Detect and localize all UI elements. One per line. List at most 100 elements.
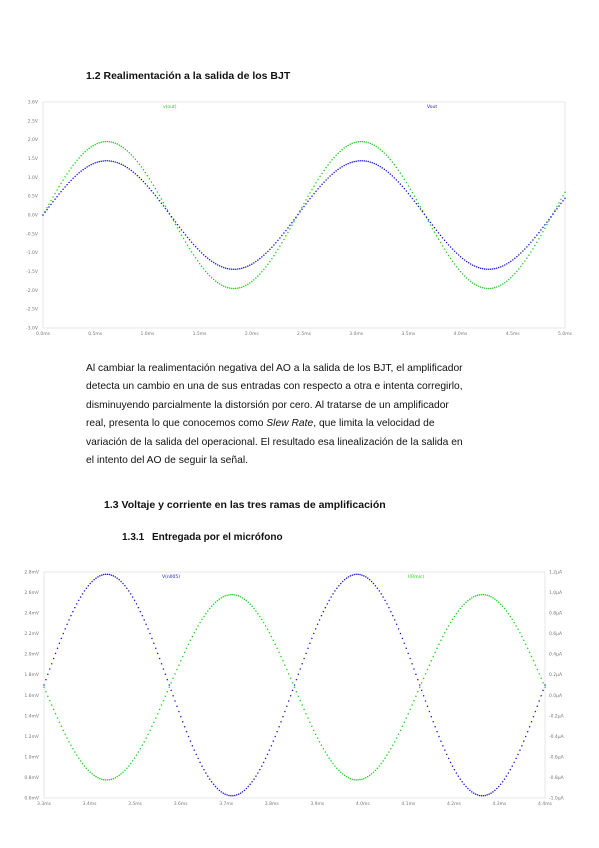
data-point [193,632,196,634]
data-point [272,639,275,642]
data-point [208,607,211,610]
data-point [94,143,96,146]
data-point [373,144,376,147]
data-point [218,283,221,285]
data-point [434,726,436,728]
data-point [149,632,151,635]
data-point [336,767,338,769]
data-point [268,749,271,751]
data-point [289,677,292,680]
data-point [482,794,485,797]
data-point [500,284,502,286]
data-point [392,744,394,747]
data-point [514,257,516,260]
data-point [212,783,215,786]
data-point [556,205,558,208]
data-point [68,181,70,184]
data-point [293,686,296,689]
data-point [478,594,481,596]
section-1-3-heading: 1.3 Voltaje y corriente en las tres rama… [104,499,386,511]
data-point [341,773,344,775]
data-point [106,140,108,143]
data-point [68,619,70,621]
data-point [201,618,203,621]
data-point [299,211,301,213]
data-point [149,729,151,732]
data-point [166,678,169,681]
data-point [411,191,414,194]
data-point [317,178,319,181]
data-point [277,239,279,242]
data-point [409,188,412,190]
data-point [118,774,120,777]
data-point [449,246,452,248]
data-point [427,218,430,221]
y-tick-label: 2.5V [28,118,39,124]
data-point [461,257,464,260]
data-point [139,747,142,750]
data-point [93,774,95,777]
data-point [449,761,452,764]
data-point [355,573,357,576]
data-point [486,594,488,597]
data-point [224,595,226,597]
data-point [201,765,203,767]
data-point [384,599,386,602]
data-point [122,146,125,149]
y2-tick-label: 1.2µA [549,570,563,576]
data-point [64,733,66,735]
data-point [257,612,259,615]
data-point [489,287,492,290]
data-point [546,223,548,226]
data-point [463,275,466,277]
data-point [523,639,525,642]
data-point [88,164,90,167]
data-point [472,792,475,794]
data-point [270,635,273,638]
data-point [79,596,82,598]
data-point [81,593,84,595]
data-point [519,632,521,634]
data-point [96,142,98,145]
data-point [479,286,482,288]
data-point [43,686,45,689]
data-point [249,603,251,605]
data-point [202,253,205,256]
data-point [210,276,213,279]
data-point [261,271,263,273]
data-point [255,260,257,263]
data-point [297,695,300,697]
data-point [353,778,355,781]
data-point [193,749,196,751]
data-point [339,167,341,169]
data-point [437,232,440,234]
data-point [369,161,371,163]
data-point [495,267,498,269]
data-point [430,660,433,662]
data-point [469,263,472,265]
data-point [273,244,275,246]
data-point [153,721,155,723]
data-point [166,210,169,212]
data-point [490,596,492,598]
data-point [257,772,259,774]
data-point [137,606,140,609]
data-point [275,251,277,254]
data-point [447,625,450,627]
data-point [43,684,45,686]
data-point [222,266,225,269]
data-point [313,632,315,635]
data-point [126,767,128,769]
paragraph-line: variación de la salida del operacional. … [86,436,463,448]
data-point [260,618,263,621]
data-point [124,769,126,772]
data-point [120,145,123,148]
data-point [264,625,267,627]
data-point [52,200,54,203]
data-point [90,163,92,166]
data-point [74,161,76,164]
data-point [301,662,303,665]
data-point [459,270,462,273]
x-tick-label: 3.6ms [174,801,189,807]
data-point [284,664,286,666]
